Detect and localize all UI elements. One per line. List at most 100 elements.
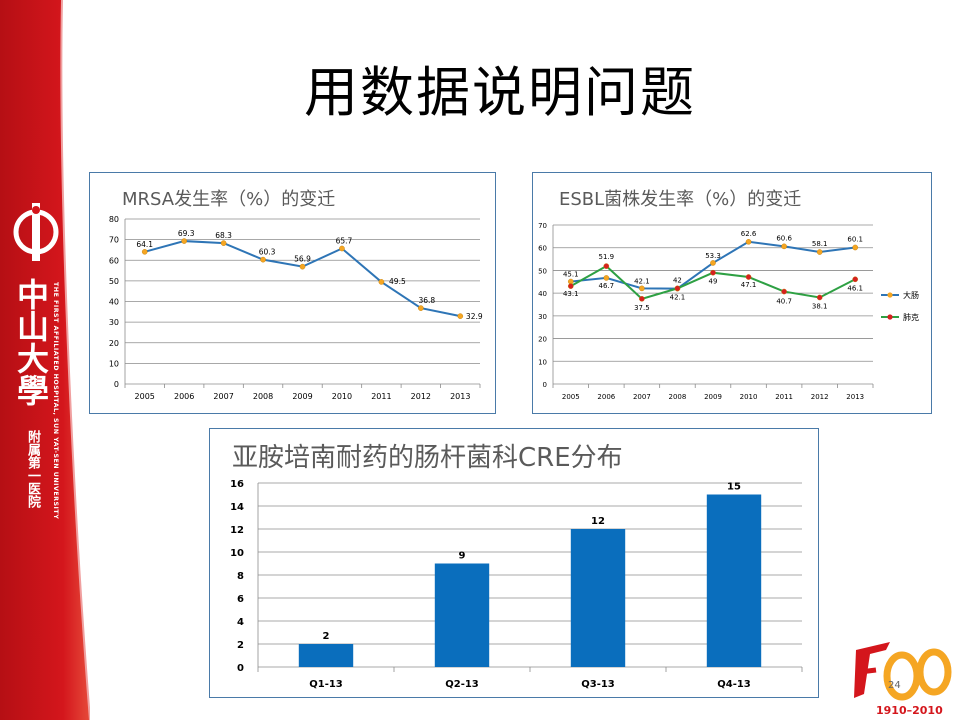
data-point — [781, 243, 787, 250]
x-tick-label: 2005 — [135, 392, 155, 401]
x-tick-label: 2010 — [332, 392, 352, 401]
data-point — [260, 256, 266, 263]
x-tick-label: 2009 — [292, 392, 312, 401]
y-tick-label: 30 — [538, 313, 547, 321]
y-tick-label: 70 — [109, 236, 119, 245]
data-label: 62.6 — [741, 230, 757, 238]
data-label: 65.7 — [336, 236, 353, 245]
y-tick-label: 0 — [237, 663, 244, 674]
sidebar-background — [0, 0, 91, 721]
data-label: 32.9 — [466, 312, 483, 321]
legend-label: 大肠 — [903, 290, 919, 300]
data-point — [378, 279, 385, 285]
bar-value-label: 12 — [591, 516, 605, 527]
x-tick-label: 2006 — [597, 393, 615, 401]
x-tick-label: 2006 — [174, 392, 194, 401]
y-tick-label: 40 — [538, 290, 547, 298]
y-tick-label: 8 — [237, 571, 244, 582]
x-tick-label: 2007 — [633, 393, 651, 401]
page-number: 24 — [888, 680, 901, 691]
data-label: 58.1 — [812, 240, 828, 248]
x-tick-label: 2008 — [253, 392, 273, 401]
mrsa-chart-title: MRSA发生率（%）的变迁 — [122, 189, 336, 210]
data-label: 60.1 — [847, 235, 863, 243]
y-tick-label: 50 — [538, 267, 547, 275]
y-tick-label: 16 — [230, 479, 244, 490]
y-tick-label: 60 — [538, 245, 547, 253]
data-point — [816, 294, 823, 301]
data-label: 49 — [709, 278, 718, 286]
data-label: 42.1 — [634, 277, 650, 285]
cre-chart-panel: 亚胺培南耐药的肠杆菌科CRE分布 0 2 4 6 8 10 12 14 16 2 Q1-13 9 Q2-… — [209, 428, 819, 698]
mrsa-chart-panel: MRSA发生率（%）的变迁 0 10 20 30 40 50 60 70 80 2005 2006 2… — [89, 172, 496, 414]
bar — [434, 563, 490, 667]
bar-value-label: 15 — [727, 482, 741, 493]
data-label: 47.1 — [741, 281, 757, 289]
anniversary-logo: 1910–2010 — [846, 632, 956, 718]
data-point — [220, 240, 227, 246]
y-tick-label: 80 — [109, 215, 119, 224]
data-point — [141, 248, 148, 255]
data-point — [567, 283, 574, 289]
data-point — [418, 305, 424, 311]
data-label: 69.3 — [178, 229, 195, 238]
data-label: 37.5 — [634, 304, 650, 312]
centennial-100-icon — [854, 642, 952, 701]
hospital-subtitle-text: 附属第一医院 — [25, 430, 40, 508]
x-tick-label: 2005 — [562, 393, 580, 401]
data-label: 36.8 — [418, 296, 435, 305]
hospital-english-name: THE FIRST AFFILIATED HOSPITAL, SUN YAT-S… — [52, 282, 59, 520]
esbl-chart-title: ESBL菌株发生率（%）的变迁 — [559, 189, 802, 210]
data-point — [339, 245, 345, 252]
x-tick-label: Q4-13 — [717, 679, 751, 690]
x-tick-label: Q3-13 — [581, 679, 615, 690]
bar — [298, 644, 354, 667]
y-tick-label: 40 — [109, 298, 119, 307]
data-label: 43.1 — [563, 290, 579, 298]
data-point — [603, 263, 610, 269]
y-tick-label: 70 — [538, 222, 547, 230]
y-tick-label: 10 — [230, 548, 244, 559]
data-label: 51.9 — [599, 253, 615, 261]
data-label: 38.1 — [812, 302, 828, 310]
data-point — [816, 249, 823, 255]
data-point — [745, 239, 752, 245]
sidebar-banner: 中山大學 附属第一医院 THE FIRST AFFILIATED HOSPITA… — [0, 0, 91, 721]
x-tick-label: 2013 — [450, 392, 470, 401]
legend-marker — [887, 314, 893, 320]
university-name-text: 中山大學 — [12, 278, 50, 406]
bar-value-label: 9 — [459, 551, 466, 562]
data-point — [674, 285, 681, 292]
y-tick-label: 14 — [230, 502, 244, 513]
slide-title: 用数据说明问题 — [304, 61, 696, 124]
y-tick-label: 12 — [230, 525, 244, 536]
x-tick-label: 2009 — [704, 393, 722, 401]
data-label: 56.9 — [294, 255, 311, 264]
data-label: 60.6 — [776, 234, 792, 242]
data-label: 42.1 — [670, 293, 686, 301]
data-label: 49.5 — [389, 277, 406, 286]
bar — [706, 494, 762, 667]
x-tick-label: Q1-13 — [309, 679, 343, 690]
data-label: 46.1 — [847, 284, 863, 292]
y-tick-label: 20 — [538, 336, 547, 344]
y-tick-label: 10 — [109, 359, 119, 368]
data-label: 45.1 — [563, 271, 579, 279]
data-point — [181, 238, 187, 244]
y-tick-label: 60 — [109, 256, 119, 265]
y-tick-label: 6 — [237, 594, 244, 605]
bar — [570, 529, 626, 667]
data-point — [639, 285, 645, 292]
x-tick-label: 2008 — [669, 393, 687, 401]
data-label: 40.7 — [776, 298, 792, 306]
data-label: 53.3 — [705, 252, 721, 260]
cre-chart-title: 亚胺培南耐药的肠杆菌科CRE分布 — [232, 443, 623, 473]
series-line — [144, 240, 461, 318]
y-tick-label: 10 — [538, 358, 547, 366]
y-tick-label: 0 — [543, 381, 547, 389]
data-point — [639, 296, 645, 302]
esbl-chart-panel: ESBL菌株发生率（%）的变迁 0 10 20 30 40 50 60 70 2005 2006 2… — [532, 172, 932, 414]
data-point — [852, 244, 859, 251]
university-emblem-icon — [13, 203, 59, 261]
x-tick-label: 2011 — [775, 393, 793, 401]
